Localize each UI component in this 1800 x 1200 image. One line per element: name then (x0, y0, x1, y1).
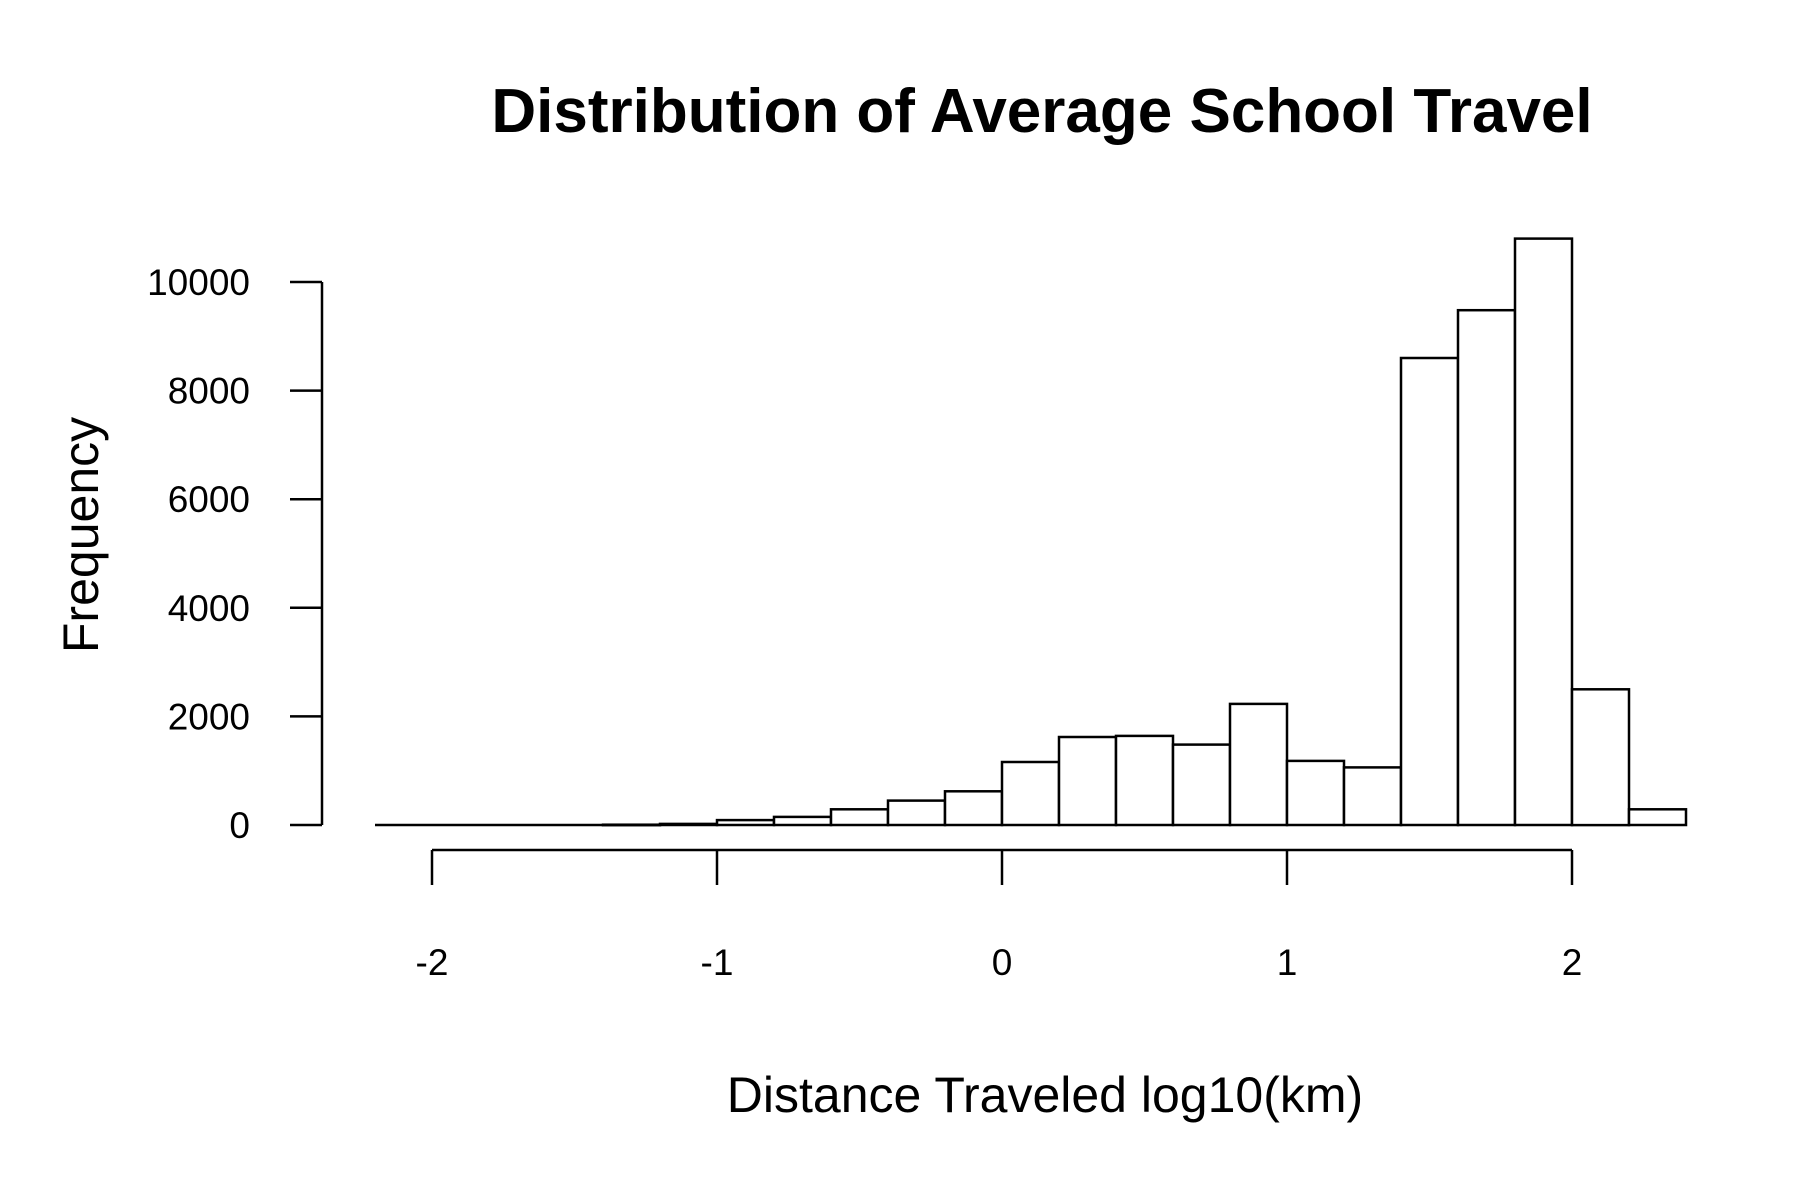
x-tick-label: -1 (701, 942, 734, 983)
x-tick-label: 1 (1277, 942, 1298, 983)
x-tick-label: 0 (992, 942, 1013, 983)
histogram-bar (829, 808, 890, 827)
chart-title: Distribution of Average School Travel (491, 77, 1592, 146)
histogram-bar (886, 799, 947, 827)
y-tick-label: 0 (229, 805, 250, 846)
histogram-bar (1000, 760, 1061, 827)
y-tick-label: 8000 (168, 371, 250, 412)
histogram-bar (1627, 808, 1688, 827)
x-tick-label: -2 (416, 942, 449, 983)
x-axis: -2 -1 0 1 2 (416, 848, 1583, 983)
histogram-bar (1057, 735, 1118, 827)
histogram-bar (658, 822, 719, 827)
x-tick-label: 2 (1562, 942, 1583, 983)
y-tick-label: 6000 (168, 479, 250, 520)
histogram-bar (601, 823, 662, 827)
histogram-bar (1171, 743, 1232, 827)
y-tick-label: 10000 (147, 262, 250, 303)
histogram-bar (1114, 734, 1175, 827)
histogram-bar (1342, 766, 1403, 827)
y-tick-label: 4000 (168, 588, 250, 629)
histogram-bar (1399, 356, 1460, 827)
y-tick-label: 2000 (168, 696, 250, 737)
y-axis-label: Frequency (53, 417, 109, 653)
x-axis-label: Distance Traveled log10(km) (727, 1067, 1363, 1123)
y-axis: 0 2000 4000 6000 8000 10000 (147, 262, 324, 846)
histogram-bar (1228, 702, 1289, 827)
histogram-bar (715, 818, 776, 827)
histogram-bar (1285, 759, 1346, 827)
histogram-bar (1513, 237, 1574, 827)
histogram-bar (943, 790, 1004, 827)
histogram-bar (772, 815, 833, 827)
histogram-bar (1456, 308, 1517, 827)
histogram-bar (1570, 688, 1631, 827)
histogram-bars (375, 237, 1688, 827)
